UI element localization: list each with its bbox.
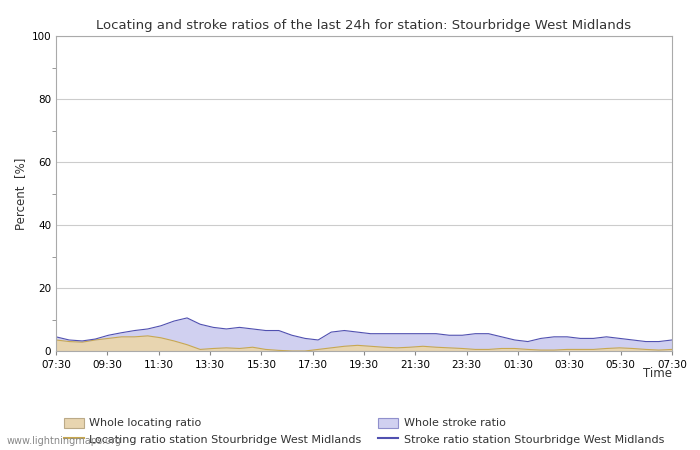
- Legend: Whole locating ratio, Locating ratio station Stourbridge West Midlands, Whole st: Whole locating ratio, Locating ratio sta…: [60, 413, 668, 449]
- Title: Locating and stroke ratios of the last 24h for station: Stourbridge West Midland: Locating and stroke ratios of the last 2…: [97, 19, 631, 32]
- Text: Time: Time: [643, 367, 672, 380]
- Text: www.lightningmaps.org: www.lightningmaps.org: [7, 436, 122, 446]
- Y-axis label: Percent  [%]: Percent [%]: [14, 158, 27, 230]
